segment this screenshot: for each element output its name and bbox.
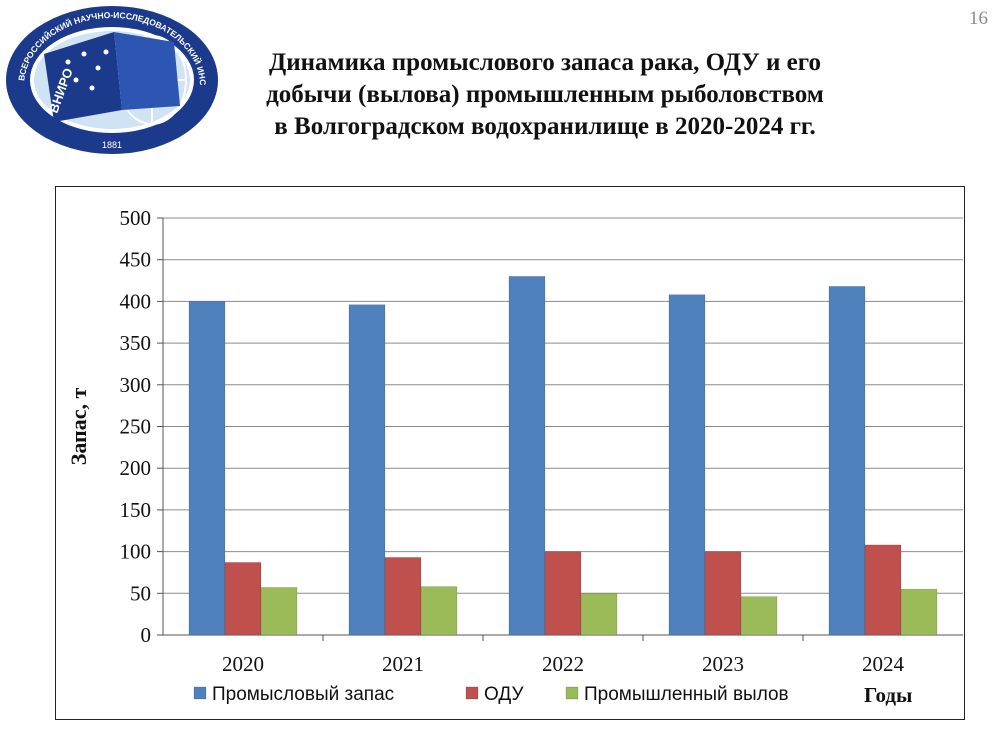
bar-2021-series-3 bbox=[420, 586, 458, 636]
x-tick-label: 2021 bbox=[382, 652, 424, 676]
bar-2023-series-1 bbox=[668, 294, 706, 636]
page-number: 16 bbox=[969, 8, 988, 29]
chart-frame: 0 50 100 150 200 250 300 350 400 450 500 2020 2021 20… bbox=[55, 186, 965, 720]
title-line-1: Динамика промыслового запаса рака, ОДУ и… bbox=[269, 49, 821, 76]
bar-2024-series-3 bbox=[900, 588, 938, 636]
bar-2021-series-2 bbox=[384, 557, 422, 636]
x-axis-title: Годы bbox=[864, 683, 912, 707]
x-tick-label: 2024 bbox=[862, 652, 905, 676]
bar-2023-series-2 bbox=[704, 551, 742, 636]
y-tick-label: 400 bbox=[120, 289, 152, 313]
x-tick-label: 2022 bbox=[542, 652, 584, 676]
title-line-2: добычи (вылова) промышленным рыболовство… bbox=[266, 81, 824, 108]
page-title: Динамика промыслового запаса рака, ОДУ и… bbox=[225, 47, 865, 143]
bar-2020-series-3 bbox=[260, 587, 298, 636]
legend-label-2: ОДУ bbox=[484, 684, 524, 705]
bar-chart: 0 50 100 150 200 250 300 350 400 450 500 2020 2021 20… bbox=[66, 206, 963, 707]
bar-2022-series-3 bbox=[580, 593, 618, 636]
legend-swatch-3 bbox=[565, 686, 579, 700]
x-tick-label: 2020 bbox=[222, 652, 264, 676]
bar-2024-series-2 bbox=[864, 544, 902, 636]
legend-label-1: Промысловый запас bbox=[212, 684, 394, 705]
y-tick-label: 450 bbox=[120, 248, 152, 272]
y-tick-label: 100 bbox=[120, 540, 152, 564]
legend-swatch-1 bbox=[193, 686, 207, 700]
y-tick-label: 300 bbox=[120, 373, 152, 397]
y-tick-label: 150 bbox=[120, 498, 152, 522]
x-tick-label: 2023 bbox=[702, 652, 744, 676]
legend-label-3: Промышленный вылов bbox=[584, 684, 789, 705]
logo-year: 1881 bbox=[102, 140, 122, 150]
bar-2021-series-1 bbox=[348, 304, 386, 636]
title-line-3: в Волгоградском водохранилище в 2020-202… bbox=[274, 113, 816, 140]
y-tick-label: 350 bbox=[120, 331, 152, 355]
bar-2022-series-1 bbox=[508, 276, 546, 636]
bar-2024-series-1 bbox=[828, 286, 866, 636]
y-axis-title: Запас, т bbox=[66, 388, 91, 466]
bar-2020-series-1 bbox=[188, 301, 226, 636]
legend-swatch-2 bbox=[465, 686, 479, 700]
vniro-logo: ВНИРО ВСЕРОССИЙСКИЙ НАУЧНО-ИССЛЕДОВАТЕЛЬ… bbox=[0, 0, 222, 158]
y-tick-label: 200 bbox=[120, 456, 152, 480]
y-tick-label: 250 bbox=[120, 415, 152, 439]
y-tick-label: 50 bbox=[130, 581, 151, 605]
y-tick-label: 0 bbox=[141, 623, 152, 647]
bar-2023-series-3 bbox=[740, 596, 778, 636]
y-tick-label: 500 bbox=[120, 206, 152, 230]
bar-2020-series-2 bbox=[224, 562, 262, 636]
bar-2022-series-2 bbox=[544, 551, 582, 636]
